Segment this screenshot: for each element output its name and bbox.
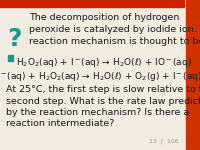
Bar [0,0,184,7]
Text: reaction mechanism is thought to be: reaction mechanism is thought to be [29,38,200,46]
Text: IO$^-$(aq) + H$_2$O$_2$(aq) → H$_2$O(ℓ) + O$_2$(g) + I$^-$(aq): IO$^-$(aq) + H$_2$O$_2$(aq) → H$_2$O(ℓ) … [0,70,200,83]
Text: The decomposition of hydrogen: The decomposition of hydrogen [29,14,179,22]
Text: At 25°C, the first step is slow relative to the: At 25°C, the first step is slow relative… [6,85,200,94]
Text: reaction intermediate?: reaction intermediate? [6,119,114,128]
Bar [186,0,200,150]
Text: second step. What is the rate law predicted: second step. What is the rate law predic… [6,97,200,106]
Bar [8,56,13,61]
Text: by the reaction mechanism? Is there a: by the reaction mechanism? Is there a [6,108,189,117]
Text: 13  |  106: 13 | 106 [149,138,179,144]
Text: peroxide is catalyzed by iodide ion. The: peroxide is catalyzed by iodide ion. The [29,26,200,34]
Text: ?: ? [7,27,21,51]
Text: H$_2$O$_2$(aq) + I$^-$(aq) → H$_2$O(ℓ) + IO$^-$(aq): H$_2$O$_2$(aq) + I$^-$(aq) → H$_2$O(ℓ) +… [16,56,192,69]
